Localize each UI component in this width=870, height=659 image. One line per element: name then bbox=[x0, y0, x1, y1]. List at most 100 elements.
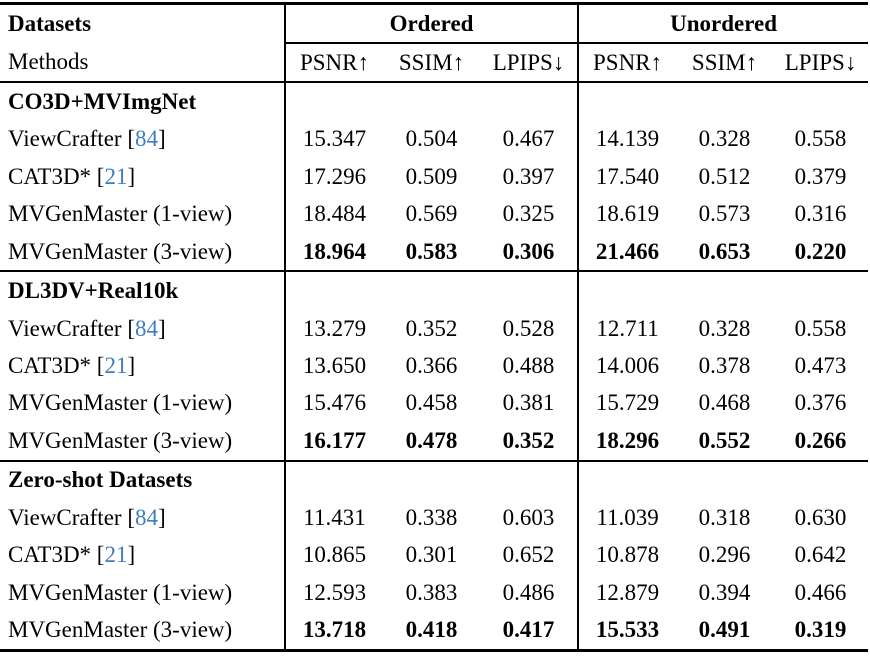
metric-value: 11.039 bbox=[577, 499, 677, 537]
metric-value: 15.476 bbox=[284, 384, 383, 423]
citation-bracket: ] bbox=[127, 542, 136, 568]
metric-value: 0.583 bbox=[405, 238, 458, 264]
metric-value: 0.467 bbox=[502, 126, 555, 152]
metric-value: 0.558 bbox=[794, 315, 847, 341]
method-cell: MVGenMaster (1-view) bbox=[0, 385, 285, 422]
method-cell: ViewCrafter [84] bbox=[0, 120, 285, 157]
empty-cell bbox=[283, 80, 579, 121]
empty-cell bbox=[577, 270, 869, 310]
methods-header: Methods bbox=[0, 43, 285, 83]
method-label: MVGenMaster (1-view) bbox=[8, 201, 233, 227]
table-row: MVGenMaster (1-view) 12.593 0.383 0.486 … bbox=[0, 574, 868, 612]
metric-value: 0.458 bbox=[405, 390, 458, 416]
empty-cell bbox=[577, 80, 869, 121]
metric-value: 0.528 bbox=[502, 315, 555, 341]
metric-value: 0.352 bbox=[502, 427, 555, 453]
method-label: ViewCrafter [ bbox=[8, 315, 135, 341]
method-cell: MVGenMaster (1-view) bbox=[0, 574, 285, 611]
metric-value: 16.177 bbox=[284, 422, 383, 461]
metric-value: 0.379 bbox=[794, 163, 847, 189]
metric-value: 0.569 bbox=[405, 201, 458, 227]
metric-value: 15.533 bbox=[577, 611, 677, 651]
metric-value: 0.466 bbox=[794, 579, 847, 605]
table-row: CAT3D* [21] 10.865 0.301 0.652 10.878 0.… bbox=[0, 536, 868, 575]
metric-value: 0.397 bbox=[502, 163, 555, 189]
metric-value: 0.552 bbox=[698, 427, 751, 453]
metric-value: 0.381 bbox=[502, 390, 555, 416]
method-cell: ViewCrafter [84] bbox=[0, 499, 285, 536]
metric-value: 0.417 bbox=[502, 617, 555, 643]
metric-value: 17.296 bbox=[284, 157, 383, 196]
section-dl3dv-real10k: DL3DV+Real10k ViewCrafter [84] 13.279 0.… bbox=[0, 270, 869, 461]
citation-link[interactable]: 84 bbox=[134, 126, 158, 152]
metric-value: 0.418 bbox=[405, 617, 458, 643]
citation-bracket: ] bbox=[157, 315, 166, 341]
metric-value: 0.504 bbox=[405, 126, 458, 152]
metric-value: 14.006 bbox=[577, 347, 677, 385]
metric-value: 0.509 bbox=[405, 163, 458, 189]
metric-value: 12.593 bbox=[284, 574, 383, 612]
table-row: CAT3D* [21] 13.650 0.366 0.488 14.006 0.… bbox=[0, 347, 868, 385]
metric-value: 0.512 bbox=[698, 163, 751, 189]
metric-value: 0.653 bbox=[698, 238, 751, 264]
metric-value: 0.328 bbox=[698, 126, 751, 152]
method-cell: CAT3D* [21] bbox=[0, 158, 285, 195]
citation-bracket: ] bbox=[127, 163, 136, 189]
metric-value: 0.376 bbox=[794, 390, 847, 416]
metric-value: 0.394 bbox=[698, 579, 751, 605]
section-header-row: DL3DV+Real10k bbox=[0, 270, 869, 310]
method-label: MVGenMaster (3-view) bbox=[8, 427, 233, 453]
section-zero-shot: Zero-shot Datasets ViewCrafter [84] 11.4… bbox=[0, 459, 869, 651]
metric-value: 13.279 bbox=[284, 309, 383, 348]
section-title: DL3DV+Real10k bbox=[0, 270, 285, 310]
method-label: CAT3D* [ bbox=[8, 542, 105, 568]
citation-link[interactable]: 84 bbox=[134, 315, 158, 341]
method-cell: MVGenMaster (3-view) bbox=[0, 233, 285, 272]
table-row: CAT3D* [21] 17.296 0.509 0.397 17.540 0.… bbox=[0, 157, 868, 196]
metric-value: 18.964 bbox=[284, 232, 383, 272]
metric-value: 0.573 bbox=[698, 201, 751, 227]
section-co3d-mvimgnet: CO3D+MVImgNet ViewCrafter [84] 15.347 0.… bbox=[0, 80, 869, 272]
metric-value: 0.306 bbox=[502, 238, 555, 264]
metric-value: 12.879 bbox=[577, 574, 677, 612]
citation-bracket: ] bbox=[157, 126, 166, 152]
method-label: ViewCrafter [ bbox=[8, 126, 135, 152]
metric-value: 0.468 bbox=[698, 390, 751, 416]
metric-value: 0.486 bbox=[502, 579, 555, 605]
metric-value: 17.540 bbox=[577, 157, 677, 196]
method-cell: CAT3D* [21] bbox=[0, 347, 285, 384]
empty-cell bbox=[283, 459, 579, 500]
citation-link[interactable]: 84 bbox=[134, 504, 158, 530]
metric-value: 14.139 bbox=[577, 120, 677, 158]
citation-link[interactable]: 21 bbox=[104, 542, 128, 568]
citation-bracket: ] bbox=[157, 504, 166, 530]
method-cell: CAT3D* [21] bbox=[0, 537, 285, 574]
metric-value: 0.328 bbox=[698, 315, 751, 341]
table-row: ViewCrafter [84] 13.279 0.352 0.528 12.7… bbox=[0, 309, 868, 348]
metric-value: 0.642 bbox=[794, 542, 847, 568]
metric-value: 0.220 bbox=[794, 238, 847, 264]
metric-value: 0.652 bbox=[502, 542, 555, 568]
metric-value: 0.378 bbox=[698, 352, 751, 378]
table-row: MVGenMaster (3-view) 18.964 0.583 0.306 … bbox=[0, 232, 868, 272]
metric-header-ssim: SSIM↑ bbox=[676, 43, 774, 83]
method-cell: MVGenMaster (3-view) bbox=[0, 611, 285, 650]
metric-value: 18.296 bbox=[577, 422, 677, 461]
citation-link[interactable]: 21 bbox=[104, 163, 128, 189]
metric-value: 10.878 bbox=[577, 536, 677, 575]
method-label: MVGenMaster (1-view) bbox=[8, 579, 233, 605]
method-label: CAT3D* [ bbox=[8, 163, 105, 189]
metric-header-psnr: PSNR↑ bbox=[284, 43, 383, 83]
citation-link[interactable]: 21 bbox=[104, 352, 128, 378]
table-row: ViewCrafter [84] 11.431 0.338 0.603 11.0… bbox=[0, 499, 868, 537]
citation-bracket: ] bbox=[127, 352, 136, 378]
metric-value: 11.431 bbox=[284, 499, 383, 537]
method-label: MVGenMaster (3-view) bbox=[8, 617, 233, 643]
metric-header-psnr: PSNR↑ bbox=[577, 43, 677, 83]
method-label: MVGenMaster (1-view) bbox=[8, 390, 233, 416]
metric-value: 18.484 bbox=[284, 195, 383, 233]
table-row: MVGenMaster (3-view) 13.718 0.418 0.417 … bbox=[0, 611, 868, 651]
section-header-row: Zero-shot Datasets bbox=[0, 459, 869, 500]
header-row-metrics: Methods PSNR↑ SSIM↑ LPIPS↓ PSNR↑ SSIM↑ L… bbox=[0, 43, 869, 83]
